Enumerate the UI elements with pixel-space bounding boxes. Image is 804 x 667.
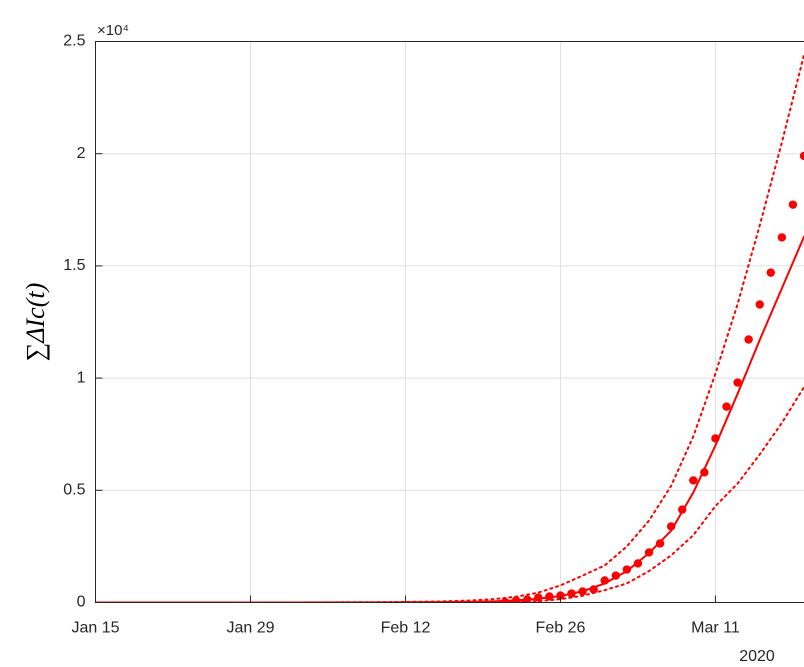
x-tick-label: Mar 11: [691, 620, 740, 637]
data-point: [788, 200, 798, 209]
data-point: [766, 268, 775, 277]
data-point: [744, 335, 753, 344]
x-tick-label: Feb 26: [536, 620, 586, 637]
data-point: [655, 539, 665, 548]
y-tick-label: 0: [77, 594, 86, 611]
data-point: [799, 151, 804, 161]
y-exponent-label: ×10⁴: [97, 22, 129, 39]
y-tick-label: 2.5: [63, 33, 85, 50]
data-point: [722, 402, 731, 411]
x-tick-label: Feb 12: [381, 620, 431, 637]
data-point: [689, 476, 698, 485]
data-point: [777, 233, 787, 242]
data-point: [733, 378, 742, 387]
y-tick-label: 1: [77, 369, 86, 386]
y-tick-label: 0.5: [63, 482, 85, 499]
x-tick-label: Jan 29: [226, 620, 274, 637]
axes-box: [95, 41, 804, 603]
x-tick-label: Jan 15: [71, 620, 119, 637]
bound-line: [95, 53, 804, 603]
y-tick-label: 1.5: [63, 257, 85, 274]
y-axis-label: ∑ΔIc(t): [21, 283, 50, 362]
x-year-label: 2020: [739, 648, 775, 665]
data-point: [755, 300, 764, 309]
y-tick-label: 2: [77, 145, 86, 162]
